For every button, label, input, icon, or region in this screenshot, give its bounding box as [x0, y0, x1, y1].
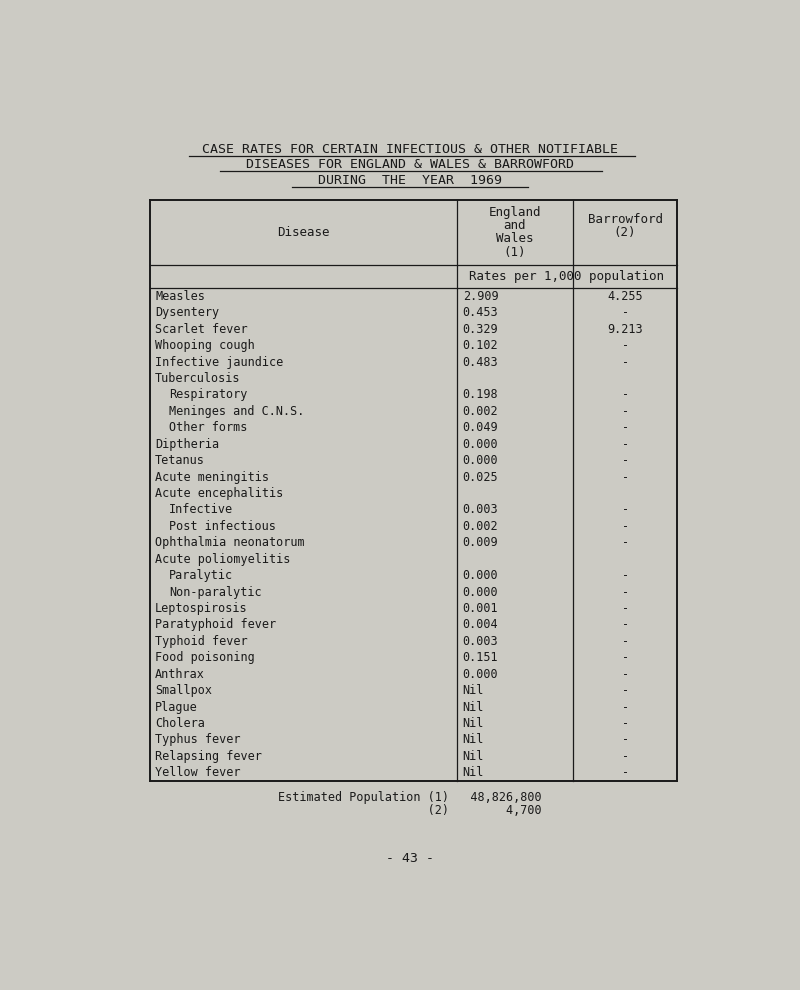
Text: Paratyphoid fever: Paratyphoid fever — [155, 619, 276, 632]
Text: -: - — [622, 306, 629, 320]
Text: 0.002: 0.002 — [462, 405, 498, 418]
Text: 2.909: 2.909 — [462, 290, 498, 303]
Text: Relapsing fever: Relapsing fever — [155, 749, 262, 763]
Text: 4.255: 4.255 — [607, 290, 643, 303]
Text: 0.000: 0.000 — [462, 569, 498, 582]
Text: Tetanus: Tetanus — [155, 454, 205, 467]
Text: Plague: Plague — [155, 701, 198, 714]
Text: 0.329: 0.329 — [462, 323, 498, 336]
Text: -: - — [622, 537, 629, 549]
Text: Acute meningitis: Acute meningitis — [155, 470, 269, 483]
Text: -: - — [622, 520, 629, 533]
Text: Rates per 1,000 population: Rates per 1,000 population — [470, 270, 665, 283]
Text: Scarlet fever: Scarlet fever — [155, 323, 248, 336]
Text: Infective: Infective — [169, 504, 233, 517]
Text: Non-paralytic: Non-paralytic — [169, 586, 262, 599]
Text: 0.453: 0.453 — [462, 306, 498, 320]
Text: 9.213: 9.213 — [607, 323, 643, 336]
Text: -: - — [622, 388, 629, 402]
Text: Nil: Nil — [462, 684, 484, 697]
Text: Cholera: Cholera — [155, 717, 205, 730]
Text: -: - — [622, 438, 629, 450]
Text: DURING  THE  YEAR  1969: DURING THE YEAR 1969 — [318, 174, 502, 187]
Text: -: - — [622, 569, 629, 582]
Text: Barrowford: Barrowford — [587, 213, 662, 226]
Text: -: - — [622, 602, 629, 615]
Text: -: - — [622, 454, 629, 467]
Text: Disease: Disease — [277, 226, 330, 239]
Text: Whooping cough: Whooping cough — [155, 340, 254, 352]
Text: -: - — [622, 766, 629, 779]
Text: Nil: Nil — [462, 749, 484, 763]
Text: -: - — [622, 667, 629, 681]
Text: 0.198: 0.198 — [462, 388, 498, 402]
Text: Nil: Nil — [462, 717, 484, 730]
Text: 0.004: 0.004 — [462, 619, 498, 632]
Text: -: - — [622, 734, 629, 746]
Text: Other forms: Other forms — [169, 422, 247, 435]
Text: 0.009: 0.009 — [462, 537, 498, 549]
Text: 0.483: 0.483 — [462, 355, 498, 368]
Text: - 43 -: - 43 - — [386, 851, 434, 864]
Text: -: - — [622, 355, 629, 368]
Text: CASE RATES FOR CERTAIN INFECTIOUS & OTHER NOTIFIABLE: CASE RATES FOR CERTAIN INFECTIOUS & OTHE… — [202, 144, 618, 156]
Text: 0.000: 0.000 — [462, 454, 498, 467]
Text: Post infectious: Post infectious — [169, 520, 276, 533]
Text: (1): (1) — [503, 246, 526, 258]
Text: Yellow fever: Yellow fever — [155, 766, 241, 779]
Text: Acute encephalitis: Acute encephalitis — [155, 487, 283, 500]
Text: -: - — [622, 635, 629, 647]
Text: -: - — [622, 405, 629, 418]
Text: Nil: Nil — [462, 734, 484, 746]
Text: -: - — [622, 470, 629, 483]
Text: Wales: Wales — [496, 233, 534, 246]
Text: Food poisoning: Food poisoning — [155, 651, 254, 664]
Text: -: - — [622, 619, 629, 632]
Text: Infective jaundice: Infective jaundice — [155, 355, 283, 368]
Text: Anthrax: Anthrax — [155, 667, 205, 681]
Text: -: - — [622, 651, 629, 664]
Text: Dysentery: Dysentery — [155, 306, 219, 320]
Text: -: - — [622, 717, 629, 730]
Text: 0.025: 0.025 — [462, 470, 498, 483]
Text: Acute poliomyelitis: Acute poliomyelitis — [155, 552, 290, 565]
Text: 0.001: 0.001 — [462, 602, 498, 615]
Text: Tuberculosis: Tuberculosis — [155, 372, 241, 385]
Text: Measles: Measles — [155, 290, 205, 303]
Text: and: and — [503, 220, 526, 233]
Text: (2)        4,700: (2) 4,700 — [278, 804, 542, 817]
Text: -: - — [622, 701, 629, 714]
Text: Nil: Nil — [462, 701, 484, 714]
Text: 0.000: 0.000 — [462, 586, 498, 599]
Text: Smallpox: Smallpox — [155, 684, 212, 697]
Text: 0.000: 0.000 — [462, 438, 498, 450]
Text: 0.002: 0.002 — [462, 520, 498, 533]
Text: Ophthalmia neonatorum: Ophthalmia neonatorum — [155, 537, 305, 549]
Text: 0.102: 0.102 — [462, 340, 498, 352]
Text: 0.003: 0.003 — [462, 504, 498, 517]
Text: (2): (2) — [614, 226, 636, 239]
Text: Paralytic: Paralytic — [169, 569, 233, 582]
Text: -: - — [622, 684, 629, 697]
Text: Respiratory: Respiratory — [169, 388, 247, 402]
Text: -: - — [622, 504, 629, 517]
Text: Diptheria: Diptheria — [155, 438, 219, 450]
Text: Meninges and C.N.S.: Meninges and C.N.S. — [169, 405, 304, 418]
Text: 0.049: 0.049 — [462, 422, 498, 435]
Text: Typhoid fever: Typhoid fever — [155, 635, 248, 647]
Text: Nil: Nil — [462, 766, 484, 779]
Text: England: England — [488, 206, 541, 219]
Text: Leptospirosis: Leptospirosis — [155, 602, 248, 615]
Text: 0.151: 0.151 — [462, 651, 498, 664]
Text: 0.000: 0.000 — [462, 667, 498, 681]
Text: 0.003: 0.003 — [462, 635, 498, 647]
Text: -: - — [622, 340, 629, 352]
Text: Typhus fever: Typhus fever — [155, 734, 241, 746]
Text: DISEASES FOR ENGLAND & WALES & BARROWFORD: DISEASES FOR ENGLAND & WALES & BARROWFOR… — [246, 158, 574, 171]
Text: Estimated Population (1)   48,826,800: Estimated Population (1) 48,826,800 — [278, 791, 542, 805]
Text: -: - — [622, 422, 629, 435]
Text: -: - — [622, 749, 629, 763]
Text: -: - — [622, 586, 629, 599]
